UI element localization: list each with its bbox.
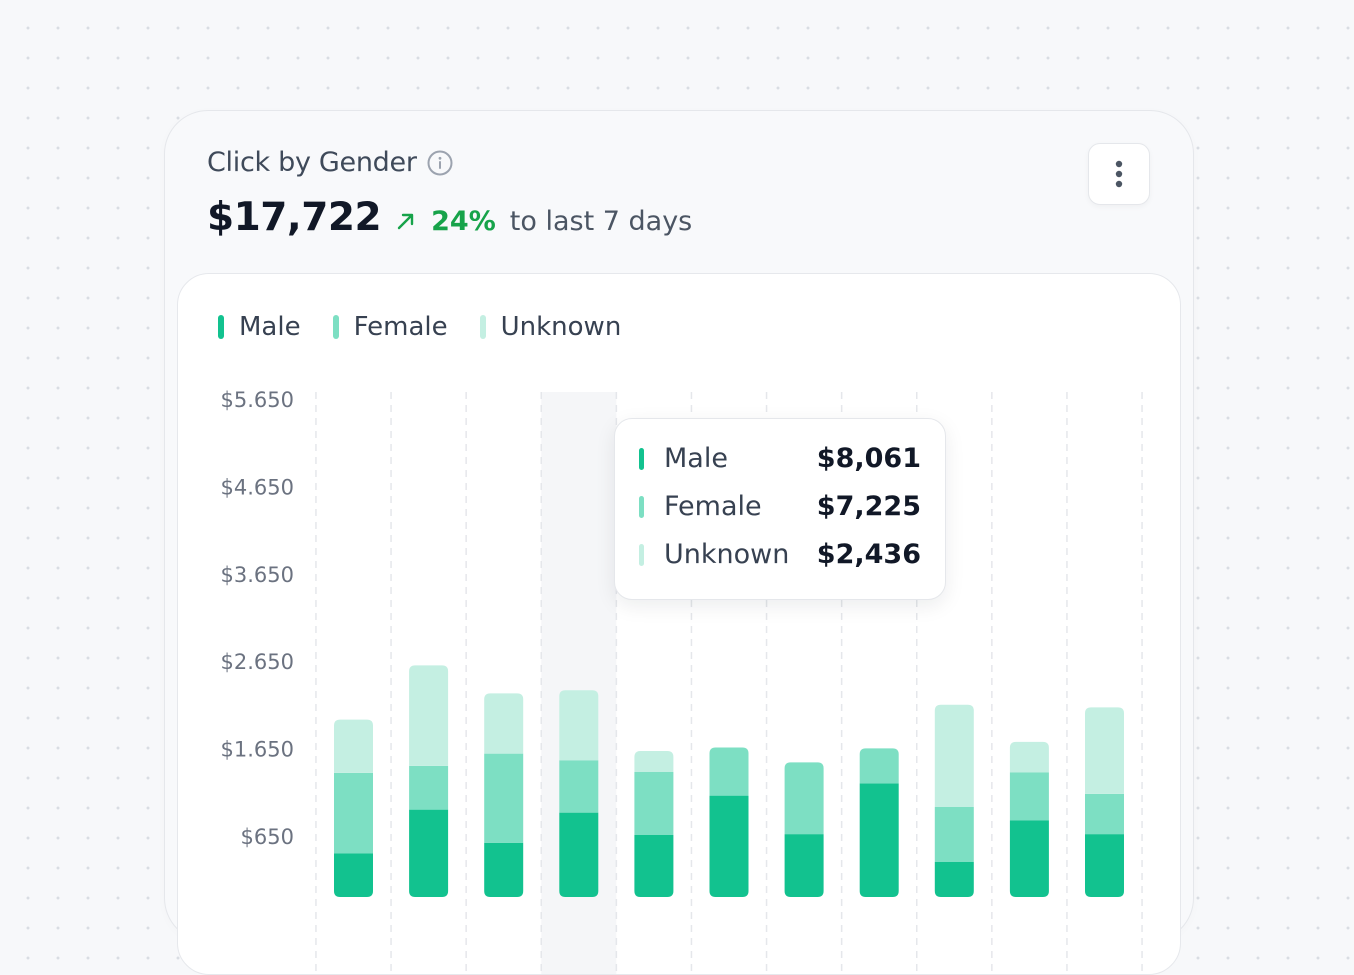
bar-segment-female — [1009, 772, 1049, 821]
bar-segment-male — [1009, 820, 1049, 897]
bar-segment-male — [409, 809, 449, 897]
summary-row: $17,722 24% to last 7 days — [207, 195, 692, 240]
bar-segment-unknown — [334, 719, 373, 773]
tooltip-value: $8,061 — [816, 443, 921, 474]
more-vertical-icon — [1115, 160, 1123, 188]
bar-segment-female — [634, 772, 674, 835]
legend-label: Male — [239, 312, 301, 342]
click-by-gender-card: Click by Gender $17,722 24% to last 7 da… — [164, 110, 1194, 975]
bar-segment-female — [1085, 793, 1124, 835]
legend-item-unknown[interactable]: Unknown — [479, 312, 622, 342]
tooltip-label: Female — [664, 491, 762, 522]
bar-segment-female — [484, 753, 524, 843]
bar-segment-female — [559, 760, 599, 813]
y-tick-label: $4.650 — [221, 475, 294, 499]
bar-segment-male — [1085, 834, 1124, 897]
legend-swatch-male — [218, 315, 224, 339]
total-value: $17,722 — [207, 195, 382, 240]
tooltip-row-unknown: Unknown $2,436 — [639, 539, 921, 570]
bar-segment-unknown — [1009, 741, 1049, 773]
tooltip-swatch-male — [639, 447, 644, 470]
y-tick-label: $3.650 — [221, 563, 294, 587]
tooltip-label: Male — [664, 443, 728, 474]
bar-segment-male — [934, 862, 974, 897]
legend-item-female[interactable]: Female — [332, 312, 448, 342]
bar-segment-female — [334, 772, 373, 854]
info-icon[interactable] — [427, 150, 453, 176]
bar-segment-female — [409, 765, 449, 810]
legend-swatch-female — [332, 315, 339, 339]
bar-segment-male — [334, 853, 373, 897]
bar-segment-male — [859, 783, 899, 897]
y-tick-label: $5.650 — [221, 388, 294, 412]
trend-percentage: 24% — [431, 206, 496, 237]
y-tick-label: $650 — [241, 825, 294, 849]
bar-segment-female — [934, 806, 974, 863]
bar-segment-unknown — [634, 751, 674, 773]
bar-segment-female — [859, 748, 899, 784]
bar-segment-male — [709, 795, 749, 897]
tooltip-row-female: Female $7,225 — [639, 491, 921, 522]
legend-item-male[interactable]: Male — [218, 312, 301, 342]
y-tick-label: $1.650 — [221, 738, 294, 762]
chart-legend: Male Female Unknown — [218, 312, 621, 342]
tooltip-row-male: Male $8,061 — [639, 443, 921, 474]
bar-segment-unknown — [484, 693, 524, 754]
bar-segment-female — [784, 762, 824, 835]
bar-segment-male — [634, 834, 674, 897]
tooltip-swatch-female — [639, 495, 644, 518]
bar-segment-unknown — [409, 665, 449, 766]
bar-segment-unknown — [559, 690, 599, 761]
chart-tooltip: Male $8,061 Female $7,225 Unknown $2,436 — [614, 418, 946, 600]
y-tick-label: $2.650 — [221, 650, 294, 674]
trend-text: to last 7 days — [509, 206, 693, 237]
bar-segment-unknown — [1085, 707, 1124, 794]
bar-segment-unknown — [934, 704, 974, 807]
bar-segment-female — [709, 747, 749, 796]
legend-label: Unknown — [500, 312, 622, 342]
more-options-button[interactable] — [1088, 143, 1150, 205]
tooltip-swatch-unknown — [639, 543, 644, 566]
bar-segment-male — [484, 842, 524, 897]
bar-segment-male — [559, 812, 599, 897]
chart-panel: Male Female Unknown $5.650 $4.650 $3.650 $2… — [177, 273, 1181, 975]
card-title: Click by Gender — [207, 147, 417, 178]
card-header: Click by Gender — [207, 147, 453, 178]
legend-swatch-unknown — [479, 315, 486, 339]
bar-segment-male — [784, 834, 824, 897]
arrow-up-right-icon — [395, 210, 417, 232]
tooltip-value: $7,225 — [816, 491, 921, 522]
stacked-bar-chart: $5.650 $4.650 $3.650 $2.650 $1.650 $650 — [221, 388, 1143, 974]
tooltip-value: $2,436 — [816, 539, 921, 570]
legend-label: Female — [353, 312, 448, 342]
tooltip-label: Unknown — [664, 539, 790, 570]
